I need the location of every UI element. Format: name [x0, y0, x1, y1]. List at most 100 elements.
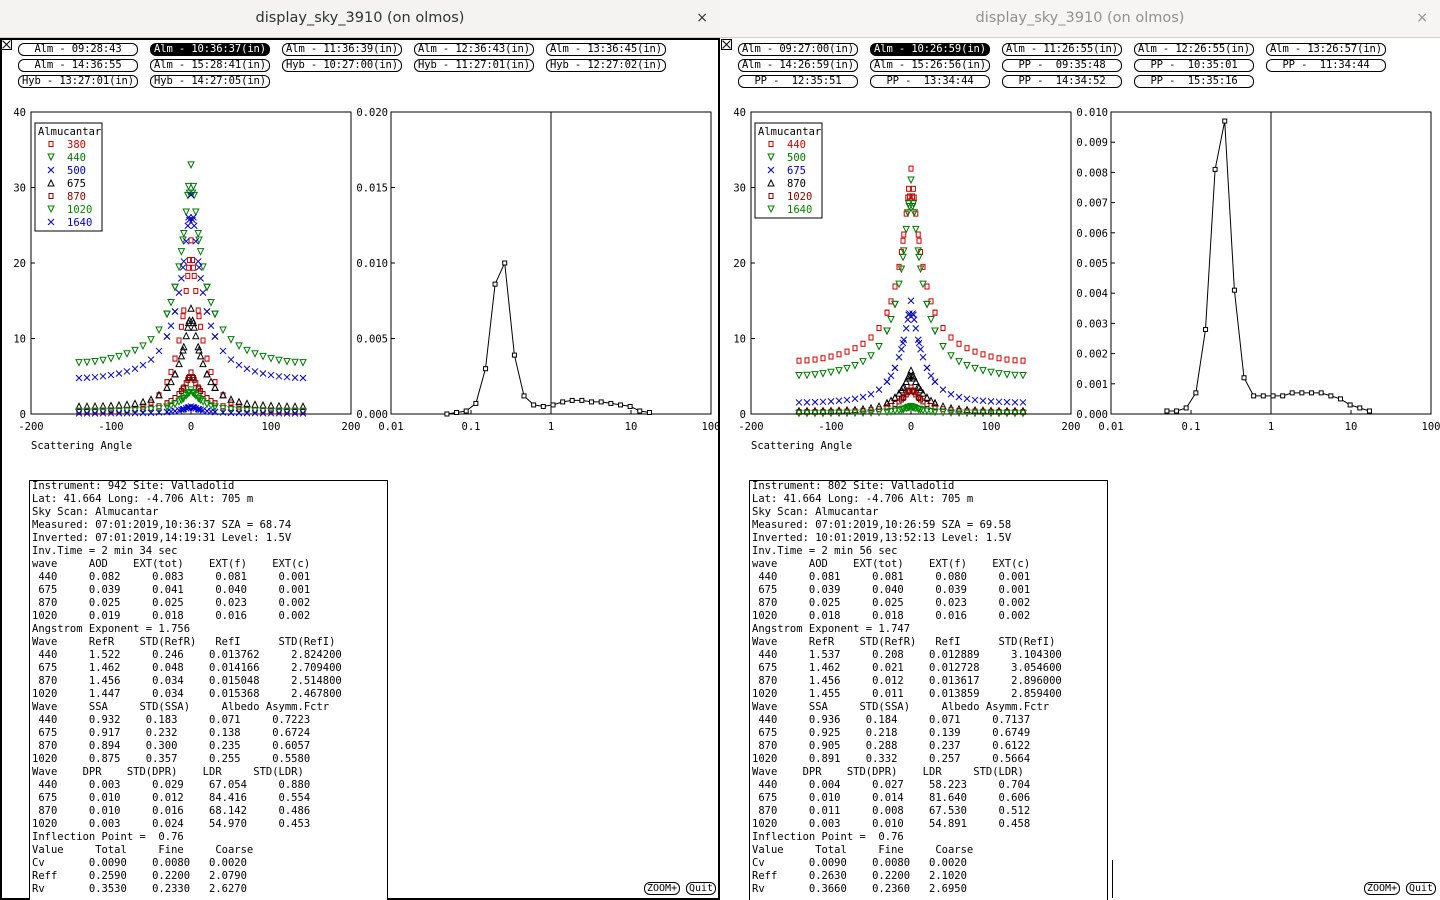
data-point: [243, 365, 251, 373]
y-tick-label: 0.010: [356, 258, 388, 270]
y-tick-label: 0.006: [1076, 228, 1108, 240]
titlebar[interactable]: display_sky_3910 (on olmos) ×: [0, 0, 720, 38]
scan-button[interactable]: PP - 15:35:16: [1134, 75, 1254, 88]
quit-button[interactable]: Quit: [1406, 882, 1437, 895]
scan-button[interactable]: Hyb - 14:27:05(in): [150, 75, 270, 88]
close-icon[interactable]: ×: [696, 10, 708, 26]
info-line: 440 1.522 0.246 0.013762 2.824200: [32, 649, 342, 661]
info-line: Wave DPR STD(DPR) LDR STD(LDR): [752, 766, 1024, 778]
scan-button[interactable]: Alm - 11:26:55(in): [1002, 43, 1122, 56]
scan-button[interactable]: Hyb - 12:27:02(in): [546, 59, 666, 72]
size-point: [1260, 393, 1266, 399]
data-point: [811, 371, 819, 379]
data-point: [1004, 356, 1010, 363]
titlebar[interactable]: display_sky_3910 (on olmos) ×: [720, 0, 1440, 38]
x-tick-label: 1: [1268, 421, 1274, 433]
data-point: [219, 409, 227, 416]
scan-button[interactable]: Alm - 13:26:57(in): [1266, 43, 1386, 56]
zoom-button[interactable]: ZOOM+: [644, 882, 681, 895]
data-point: [178, 406, 185, 414]
scan-button[interactable]: Alm - 14:36:55: [18, 59, 138, 72]
info-line: 675 0.039 0.040 0.039 0.001: [752, 584, 1031, 596]
data-point: [1019, 371, 1027, 380]
info-line: Value Total Fine Coarse: [752, 844, 974, 856]
data-point: [995, 409, 1003, 418]
scan-button[interactable]: Alm - 09:28:43: [18, 43, 138, 56]
data-point: [891, 393, 899, 401]
data-point: [836, 351, 842, 358]
zoom-button[interactable]: ZOOM+: [1364, 882, 1401, 895]
legend-entry: 1640: [787, 204, 812, 216]
scan-button[interactable]: PP - 10:35:01: [1134, 59, 1254, 72]
data-point: [851, 362, 859, 370]
data-point: [196, 351, 205, 360]
scan-button[interactable]: PP - 09:35:48: [1002, 59, 1122, 72]
scan-button[interactable]: Alm - 10:36:37(in): [150, 43, 270, 56]
scan-button[interactable]: Hyb - 10:27:00(in): [282, 59, 402, 72]
close-box-icon[interactable]: [1, 39, 12, 50]
data-point: [923, 407, 931, 416]
size-point: [1289, 390, 1295, 396]
size-point: [1193, 390, 1199, 396]
data-point: [916, 385, 925, 394]
data-point: [927, 372, 935, 380]
data-point: [180, 313, 186, 320]
scan-button[interactable]: PP - 13:34:44: [870, 75, 990, 88]
data-point: [243, 407, 251, 415]
quit-button[interactable]: Quit: [686, 882, 717, 895]
info-line: 1020 0.891 0.332 0.257 0.5664: [752, 753, 1031, 765]
close-box-icon[interactable]: [721, 39, 732, 50]
data-point: [971, 364, 979, 373]
data-point: [895, 280, 903, 289]
data-point: [883, 408, 891, 417]
data-point: [835, 409, 843, 418]
x-tick-label: 1: [548, 421, 554, 433]
scan-button[interactable]: Alm - 15:26:56(in): [870, 59, 990, 72]
scan-button[interactable]: Alm - 09:27:00(in): [738, 43, 858, 56]
info-line: 1020 0.018 0.018 0.016 0.002: [752, 610, 1031, 622]
scan-button[interactable]: Hyb - 11:27:01(in): [414, 59, 534, 72]
scan-button[interactable]: Alm - 12:36:43(in): [414, 43, 534, 56]
data-point: [195, 264, 203, 271]
scan-button[interactable]: Alm - 10:26:59(in): [870, 43, 990, 56]
data-point: [196, 313, 202, 320]
scan-button[interactable]: PP - 14:34:52: [1002, 75, 1122, 88]
data-point: [964, 345, 970, 352]
data-point: [194, 230, 203, 238]
data-point: [182, 331, 191, 340]
info-line: Wave DPR STD(DPR) LDR STD(LDR): [32, 766, 304, 778]
data-point: [197, 275, 204, 282]
scan-button[interactable]: PP - 12:35:51: [738, 75, 858, 88]
data-point: [147, 409, 155, 417]
scan-button[interactable]: Alm - 12:26:55(in): [1134, 43, 1254, 56]
data-point: [828, 353, 834, 360]
data-point: [291, 409, 299, 417]
scan-button[interactable]: Alm - 13:36:45(in): [546, 43, 666, 56]
data-point: [892, 283, 898, 290]
scan-button[interactable]: Alm - 14:26:59(in): [738, 59, 858, 72]
scan-button[interactable]: Alm - 15:28:41(in): [150, 59, 270, 72]
data-point: [907, 297, 915, 305]
scan-button[interactable]: Hyb - 13:27:01(in): [18, 75, 138, 88]
legend-marker: [47, 178, 55, 187]
y-tick-label: 0.009: [1076, 137, 1108, 149]
data-point: [115, 400, 123, 409]
close-icon[interactable]: ×: [1416, 10, 1428, 26]
data-point: [177, 248, 186, 256]
scan-button[interactable]: PP - 11:34:44: [1266, 59, 1386, 72]
data-point: [192, 237, 200, 245]
data-point: [924, 283, 930, 290]
scan-button[interactable]: Alm - 11:36:39(in): [282, 43, 402, 56]
size-distribution-points: [444, 260, 652, 417]
data-point: [172, 355, 178, 362]
info-line: Value Total Fine Coarse: [32, 844, 254, 856]
data-point: [251, 368, 259, 375]
y-tick-label: 10: [733, 334, 746, 346]
data-point: [198, 323, 204, 330]
data-point: [827, 368, 835, 377]
series-440: [75, 161, 307, 367]
legend-entry: 870: [67, 191, 86, 203]
data-point: [923, 300, 931, 309]
data-point: [185, 272, 191, 279]
